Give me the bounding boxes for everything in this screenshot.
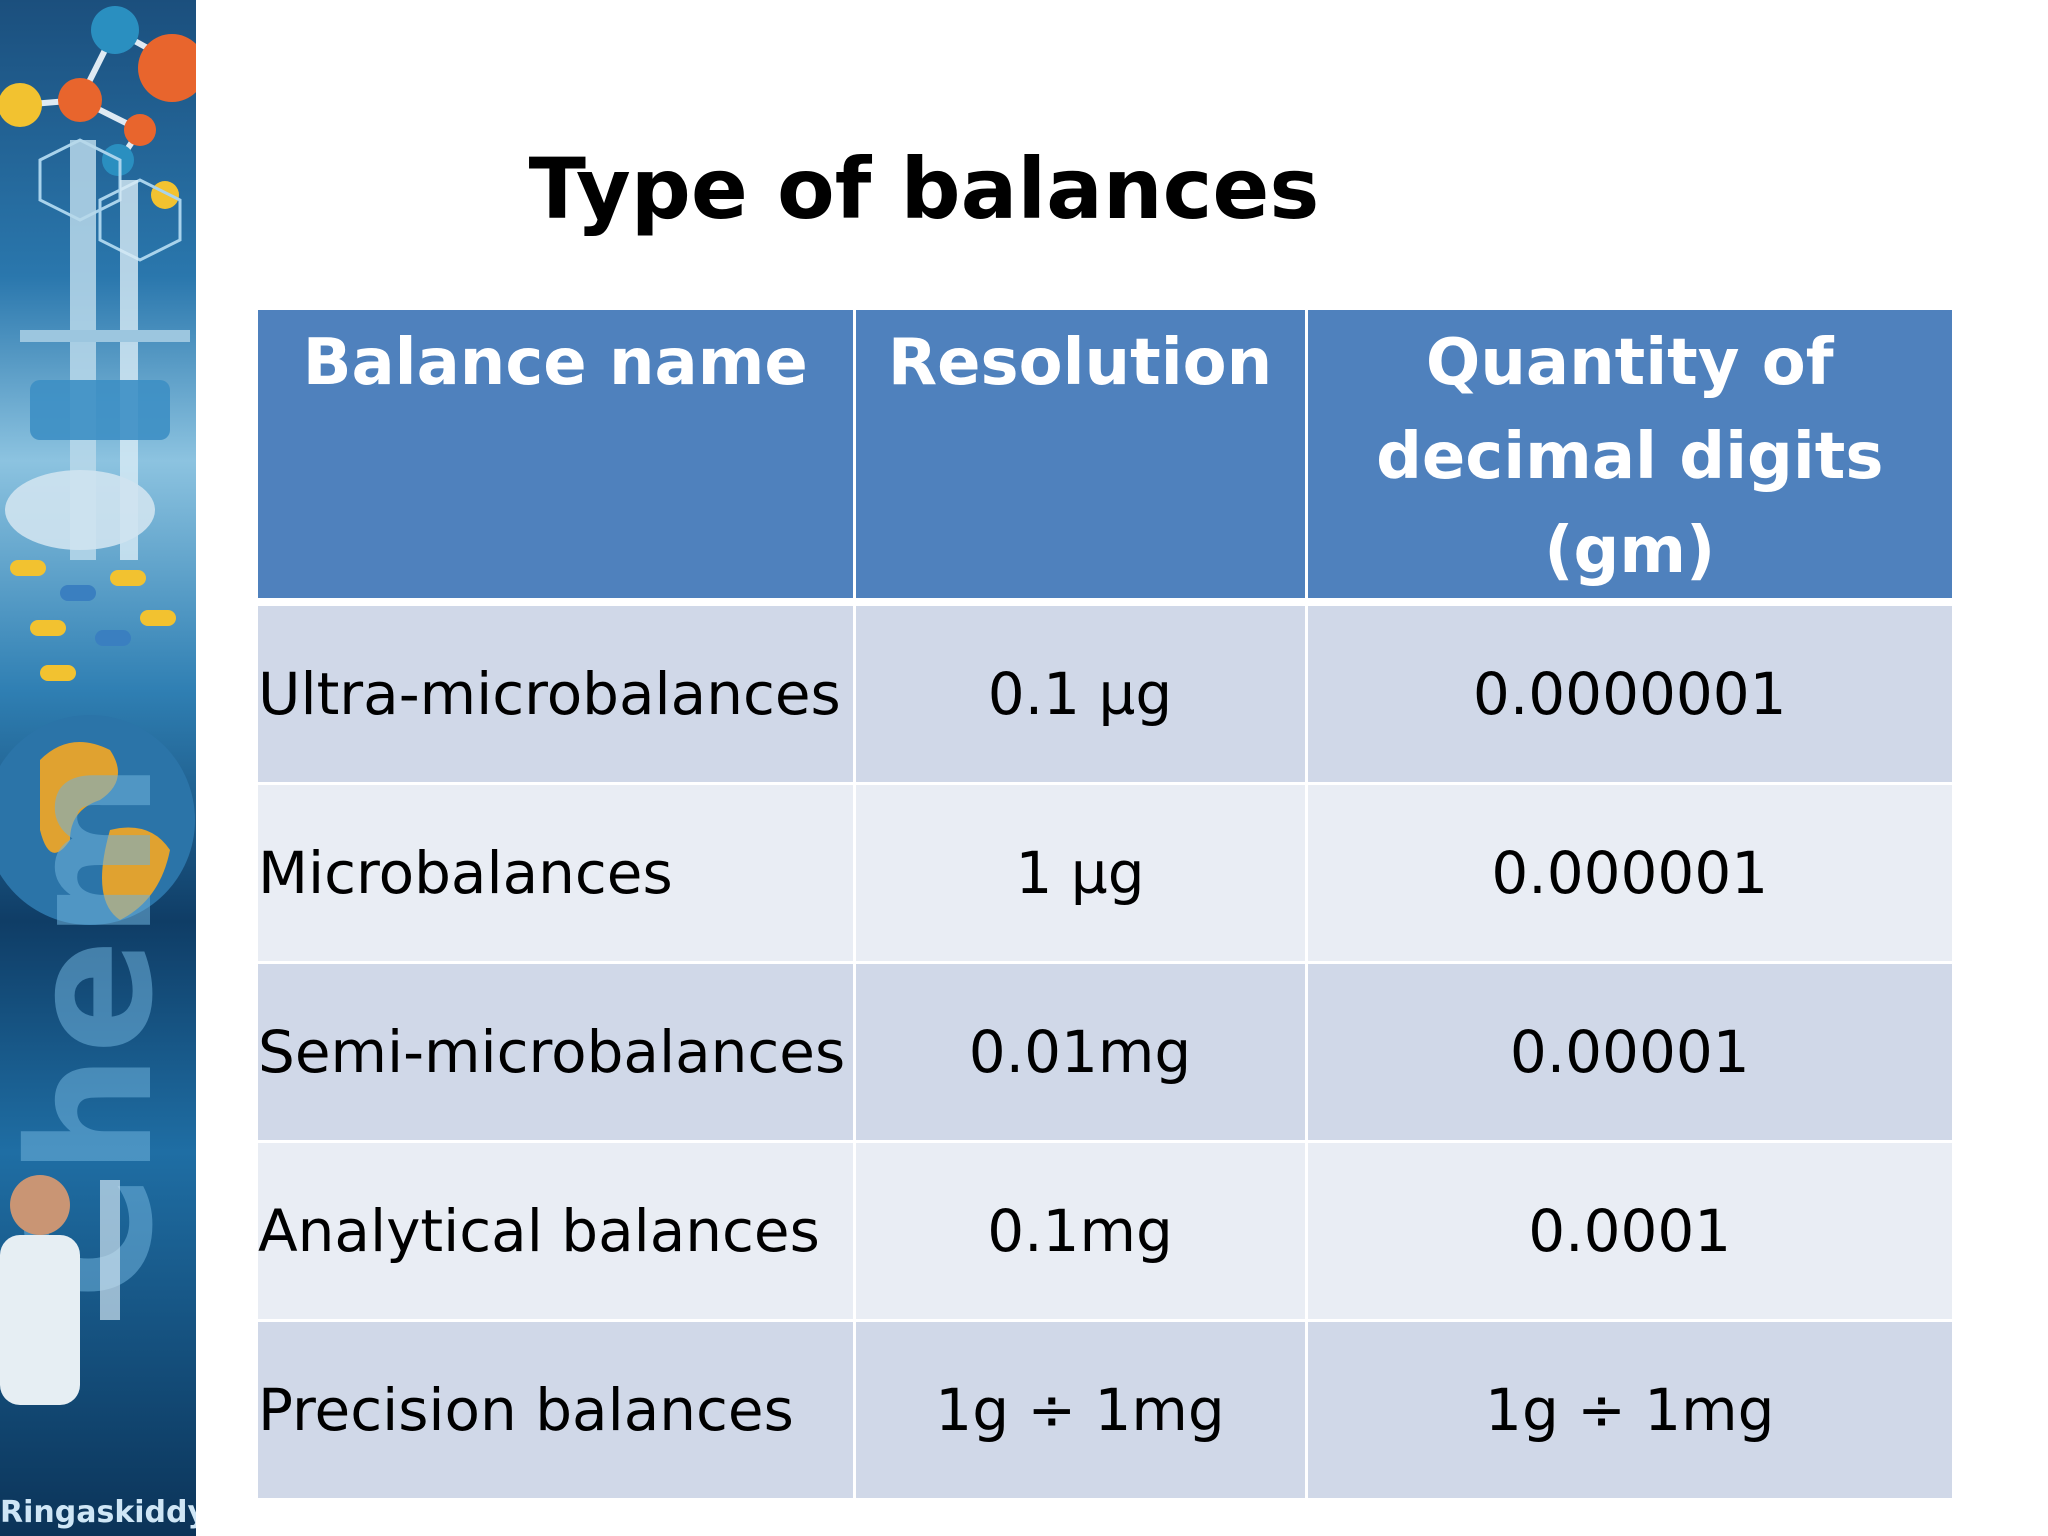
cell-balance-name: Precision balances <box>258 1320 856 1501</box>
header-resolution: Resolution <box>854 310 1308 606</box>
cell-decimal-digits: 1g ÷ 1mg <box>1306 1320 1952 1501</box>
cell-resolution: 0.1mg <box>854 1141 1308 1322</box>
cell-resolution: 1g ÷ 1mg <box>854 1320 1308 1501</box>
brand-watermark: Ringaskiddy <box>0 1495 196 1530</box>
table-header-row: Balance name Resolution Quantity of deci… <box>258 310 1952 606</box>
cell-decimal-digits: 0.0000001 <box>1306 602 1952 785</box>
cell-balance-name: Analytical balances <box>258 1141 856 1322</box>
header-balance-name: Balance name <box>258 310 856 606</box>
slide-title: Type of balances <box>528 140 1320 238</box>
balances-table: Balance name Resolution Quantity of deci… <box>258 310 1952 1501</box>
side-decorative-art: Chem Ringaskiddy <box>0 0 196 1536</box>
cell-balance-name: Ultra-microbalances <box>258 602 856 785</box>
header-decimal-digits: Quantity of decimal digits (gm) <box>1306 310 1952 606</box>
cell-decimal-digits: 0.00001 <box>1306 962 1952 1143</box>
cell-balance-name: Microbalances <box>258 783 856 964</box>
cell-balance-name: Semi-microbalances <box>258 962 856 1143</box>
table-row: Precision balances 1g ÷ 1mg 1g ÷ 1mg <box>258 1320 1952 1501</box>
table-row: Semi-microbalances 0.01mg 0.00001 <box>258 962 1952 1143</box>
cell-resolution: 1 µg <box>854 783 1308 964</box>
cell-resolution: 0.01mg <box>854 962 1308 1143</box>
table-row: Analytical balances 0.1mg 0.0001 <box>258 1141 1952 1322</box>
table-row: Ultra-microbalances 0.1 µg 0.0000001 <box>258 602 1952 785</box>
cell-resolution: 0.1 µg <box>854 602 1308 785</box>
cell-decimal-digits: 0.0001 <box>1306 1141 1952 1322</box>
cell-decimal-digits: 0.000001 <box>1306 783 1952 964</box>
chemistry-collage-illustration: Chem <box>0 6 196 1405</box>
table-row: Microbalances 1 µg 0.000001 <box>258 783 1952 964</box>
